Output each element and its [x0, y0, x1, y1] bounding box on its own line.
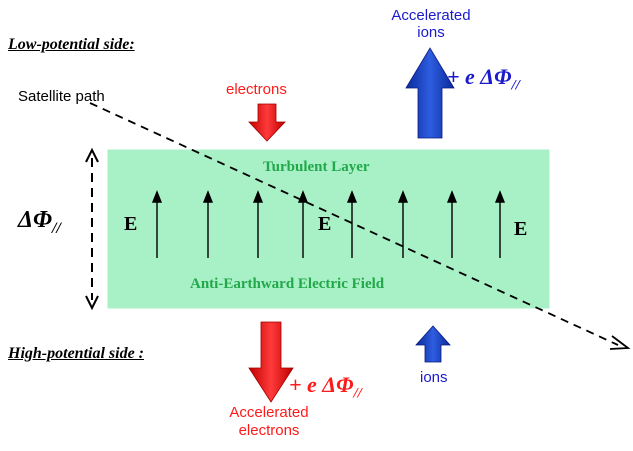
accelerated-electrons-arrow: [248, 321, 294, 403]
E-symbol: E: [514, 218, 528, 240]
ions-label: ions: [420, 369, 448, 386]
ions-arrow: [415, 325, 451, 363]
accelerated-electrons-line1: Accelerated: [229, 404, 309, 421]
field-arrow: [202, 190, 214, 258]
accelerated-ions-arrow: [405, 47, 455, 139]
ion-energy-sub: //: [511, 77, 520, 94]
potential-drop-label: ΔΦ//: [18, 207, 61, 238]
field-arrow: [252, 190, 264, 258]
accelerated-ions-label: Accelerated ions: [376, 7, 486, 41]
field-arrows: [151, 190, 506, 258]
field-arrow: [494, 190, 506, 258]
satellite-path-line: [89, 102, 631, 350]
field-arrow: [151, 190, 163, 258]
high-potential-side-title: High-potential side :: [8, 345, 144, 362]
accelerated-electrons-label: Accelerated electrons: [214, 404, 324, 440]
electrons-label: electrons: [226, 81, 287, 98]
turbulent-layer-box: [107, 149, 550, 309]
potential-drop-sub: //: [51, 219, 61, 237]
turbulent-layer-label: Turbulent Layer: [263, 159, 370, 175]
potential-drop-text: ΔΦ: [18, 207, 52, 233]
ion-energy-text: + e ΔΦ: [447, 64, 512, 89]
field-arrow: [446, 190, 458, 258]
low-potential-side-title: Low-potential side:: [8, 36, 135, 53]
electron-energy-sub: //: [353, 385, 362, 402]
field-arrow: [346, 190, 358, 258]
field-label: Anti-Earthward Electric Field: [190, 276, 385, 292]
E-symbol: E: [124, 213, 138, 235]
accelerated-ions-line1: Accelerated: [391, 7, 471, 24]
electron-energy-text: + e ΔΦ: [289, 372, 354, 397]
potential-drop-arrow: [85, 147, 99, 311]
field-arrow: [297, 190, 309, 258]
satellite-path-label: Satellite path: [18, 88, 105, 105]
electrons-arrow: [248, 103, 286, 142]
field-arrow: [397, 190, 409, 258]
accelerated-electrons-line2: electrons: [238, 422, 300, 439]
E-symbol: E: [318, 213, 332, 235]
accelerated-ions-line2: ions: [417, 24, 445, 41]
ion-energy-gain: + e ΔΦ//: [447, 64, 520, 94]
electron-energy-gain: + e ΔΦ//: [289, 372, 362, 402]
